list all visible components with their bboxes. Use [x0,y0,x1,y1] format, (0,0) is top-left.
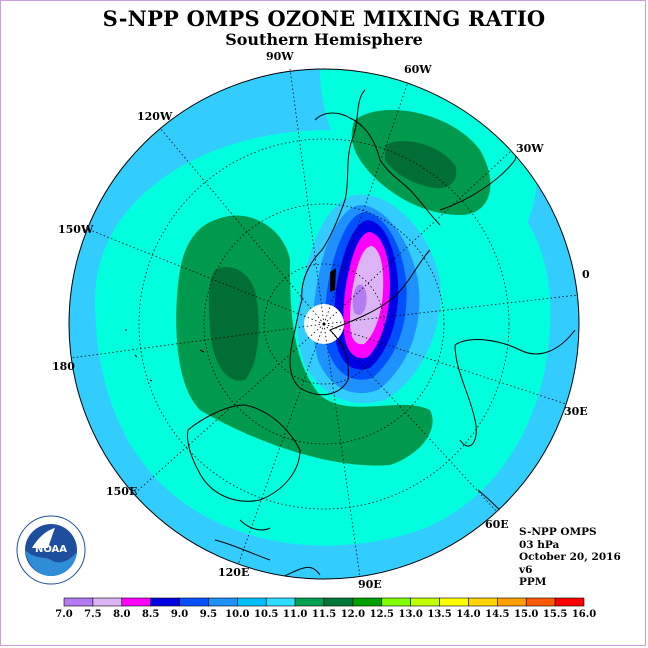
latitude-circle-80 [263,263,385,385]
meridian-120w [159,127,325,325]
map-boundary [68,68,580,580]
meridian-30w [323,149,513,325]
info-level: 03 hPa [519,538,560,551]
lon-label-150w: 150W [58,223,94,236]
graticule [70,68,579,578]
band-12-0-west [208,267,259,381]
logo-text: NOAA [35,544,67,555]
colorbar-tick-label: 13.5 [427,609,451,620]
colorbar-swatch [150,597,180,607]
meridian-90e [323,323,361,578]
colorbar-tick-label: 15.5 [543,609,567,620]
meridian-90w [289,68,325,325]
colorbar-swatch [294,597,325,607]
colorbar-swatch [525,597,556,607]
meridian-120e [237,323,325,566]
colorbar-swatch [208,597,238,607]
colorbar-tick-label: 15.0 [514,609,538,620]
meridian-0 [323,294,579,325]
latitude-circle-70 [203,203,445,445]
meridian-150e [133,323,325,495]
meridian-30e [323,323,567,405]
map-title: S-NPP OMPS OZONE MIXING RATIO [102,6,546,31]
colorbar-swatch [92,597,123,607]
info-instrument: S-NPP OMPS [519,526,597,538]
colorbar-swatch [265,597,296,607]
lon-label-30e: 30E [564,405,588,418]
colorbar-swatch [237,597,267,607]
info-block: S-NPP OMPS 03 hPa October 20, 2016 v6 PP… [519,526,621,589]
colorbar-swatch [381,597,411,607]
map-subtitle: Southern Hemisphere [225,30,423,49]
colorbar-swatch [497,597,527,607]
colorbar-tick-label: 14.0 [456,609,480,620]
meridian-60e [323,323,498,513]
lon-label-60e: 60E [485,518,509,531]
colorbar-tick-label: 16.0 [572,609,596,620]
logo-wave [25,550,77,576]
lon-label-120e: 120E [218,566,249,579]
colorbar: 7.0 7.5 8.0 8.5 9.0 9.5 10.0 10.5 11.0 11.5 12.0 12… [55,597,596,620]
peninsula-mark [330,268,336,292]
colorbar-tick-label: 14.5 [485,609,509,620]
colorbar-tick-label: 11.0 [283,609,307,620]
band-7-0 [352,284,367,316]
lon-label-150e: 150E [106,485,137,498]
longitude-labels: 90W 60W 30W 0 30E 60E 90E 120E 150E 180 … [52,50,590,591]
colorbar-tick-label: 12.0 [341,609,365,620]
colorbar-tick-label: 12.5 [370,609,394,620]
colorbar-swatch [352,597,383,607]
meridian-60w [323,81,409,325]
lon-label-0: 0 [582,268,590,281]
meridian-180 [70,323,325,359]
colorbar-swatch [323,597,354,607]
colorbar-tick-label: 10.0 [225,609,249,620]
colorbar-swatch [468,597,498,607]
colorbar-tick-label: 8.0 [113,609,130,620]
colorbar-tick-label: 9.0 [171,609,188,620]
lon-label-90e: 90E [358,578,382,591]
lon-label-30w: 30W [516,142,544,155]
band-7-5 [350,246,384,345]
colorbar-tick-label: 7.0 [55,609,72,620]
colorbar-tick-label: 8.5 [142,609,159,620]
colorbar-swatch [63,597,94,607]
colorbar-swatch [179,597,209,607]
logo-bird [32,528,55,548]
band-12-0-north [385,141,457,189]
colorbar-tick-label: 9.5 [200,609,217,620]
colorbar-swatch [121,597,151,607]
colorbar-tick-label: 13.0 [398,609,422,620]
lon-label-120w: 120W [137,110,173,123]
colorbar-tick-label: 7.5 [84,609,101,620]
colorbar-swatch [439,597,469,607]
lon-label-180: 180 [52,360,75,373]
lon-label-90w: 90W [266,50,294,63]
info-date: October 20, 2016 [519,551,621,563]
noaa-logo: NOAA [16,515,86,585]
colorbar-tick-label: 10.5 [254,609,278,620]
lon-label-60w: 60W [404,63,432,76]
ozone-field [69,69,579,579]
colorbar-swatch [410,597,440,607]
info-version: v6 [519,563,533,576]
colorbar-swatch [554,597,585,607]
latitude-circle-60 [138,138,510,510]
info-units: PPM [519,576,547,588]
colorbar-tick-label: 11.5 [312,609,336,620]
